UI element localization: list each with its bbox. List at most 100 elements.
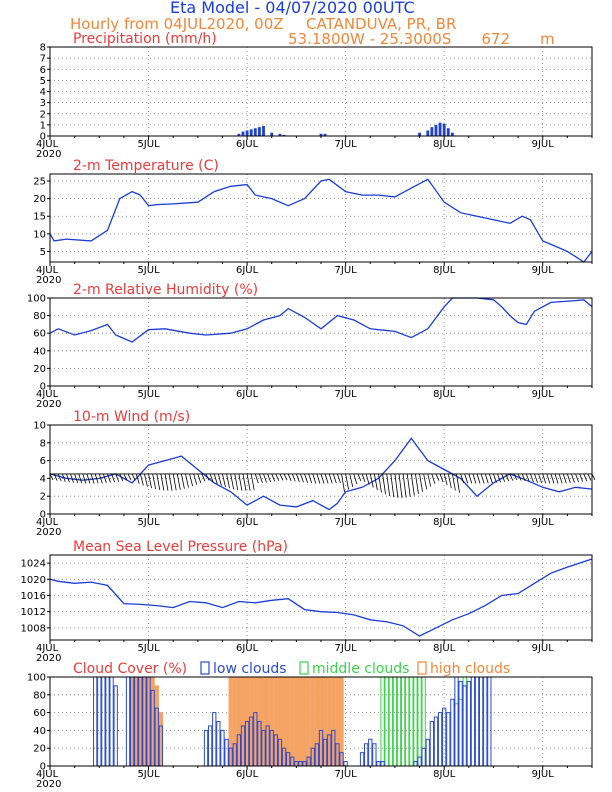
wind-barb — [505, 473, 510, 482]
cloud-bar-low-clouds — [417, 756, 422, 767]
rh-day-label: 5JUL — [137, 389, 160, 400]
cloud-bar-low-clouds — [359, 752, 365, 767]
precip-bar — [241, 131, 245, 136]
wind-barb — [139, 473, 144, 486]
precip-bar — [438, 122, 442, 136]
wind-ytick-label: 8 — [40, 438, 46, 449]
cloud-bar-middle-clouds — [396, 676, 402, 767]
wind-barb — [181, 473, 185, 489]
header-title: Eta Model - 04/07/2020 00UTC — [170, 0, 415, 17]
wind-year-label: 2020 — [36, 527, 61, 538]
wind-barb — [353, 473, 358, 485]
wind-barb — [480, 473, 485, 484]
cloud-bar-low-clouds — [146, 676, 151, 767]
mslp-day-label: 8JUL — [433, 643, 456, 654]
wind-barb — [98, 473, 103, 484]
cloud-bar-low-clouds — [314, 743, 320, 767]
cloud-bar-low-clouds — [142, 676, 147, 767]
cloud-bar-low-clouds — [454, 676, 459, 767]
mslp-title: Mean Sea Level Pressure (hPa) — [73, 539, 288, 555]
cloud-bar-low-clouds — [281, 747, 287, 767]
precip-plot-area — [50, 47, 592, 136]
cloud-day-label: 6JUL — [236, 769, 259, 780]
cloud-bar-low-clouds — [433, 716, 439, 767]
wind-barb — [369, 473, 374, 488]
temp-day-label: 9JUL — [532, 265, 555, 276]
cloud-bar-low-clouds — [368, 738, 373, 767]
wind-barb — [279, 473, 284, 481]
wind-barb — [74, 473, 79, 484]
precip-bar — [442, 123, 446, 136]
cloud-bar-low-clouds — [216, 721, 221, 767]
wind-barb — [538, 473, 543, 484]
precip-bar — [278, 133, 282, 136]
wind-barb — [222, 473, 226, 488]
precip-bar — [249, 129, 253, 136]
temp-line — [49, 178, 593, 263]
cloud-year-label: 2020 — [36, 779, 61, 790]
legend-high-label: high clouds — [430, 661, 510, 677]
wind-barb — [205, 473, 210, 481]
header-subtitle: Hourly from 04JUL2020, 00Z — [70, 15, 284, 33]
precip-ytick-label: 4 — [40, 87, 46, 98]
cloud-bar-low-clouds — [474, 676, 480, 767]
cloud-bar-low-clouds — [228, 747, 233, 767]
wind-barb — [250, 473, 255, 491]
cloud-bar-low-clouds — [290, 756, 295, 767]
cloud-ytick-label: 20 — [33, 744, 46, 755]
legend-middle-label: middle clouds — [312, 661, 409, 677]
cloud-bar-low-clouds — [470, 676, 476, 767]
precip-day-label: 6JUL — [236, 139, 259, 150]
wind-barb — [312, 473, 317, 484]
wind-barb — [382, 473, 386, 495]
wind-barb — [497, 473, 501, 483]
wind-barb — [291, 473, 296, 482]
cloud-ytick-label: 80 — [33, 690, 46, 701]
cloud-bar-low-clouds — [429, 721, 435, 767]
precip-bar — [323, 133, 327, 136]
rh-year-label: 2020 — [36, 399, 61, 410]
precip-ytick-label: 2 — [40, 109, 46, 120]
wind-barb — [242, 473, 247, 491]
wind-day-label: 6JUL — [236, 517, 259, 528]
wind-barb — [456, 473, 460, 493]
cloud-panel: 0 20 40 60 80 100 4JUL 5JUL 6JUL 7JUL 8JUL 9JUL 2020… — [27, 661, 593, 790]
cloud-bar-low-clouds — [331, 729, 336, 767]
cloud-bar-middle-clouds — [384, 676, 389, 767]
wind-day-label: 9JUL — [532, 517, 555, 528]
cloud-bar-low-clouds — [302, 761, 307, 767]
cloud-bar-low-clouds — [244, 721, 250, 767]
header-elevation-unit: m — [540, 30, 555, 48]
cloud-bar-low-clouds — [249, 716, 254, 767]
wind-barb — [275, 473, 280, 482]
cloud-bar-low-clouds — [372, 743, 377, 767]
rh-day-label: 7JUL — [335, 389, 358, 400]
wind-barb — [102, 473, 107, 484]
mslp-year-label: 2020 — [36, 653, 61, 664]
wind-barb — [61, 473, 66, 482]
wind-barb — [410, 473, 415, 496]
temp-panel: 5 10 15 20 25 4JUL 5JUL 6JUL 7JUL 8JUL 9JUL 2020 2-m… — [33, 158, 593, 286]
cloud-bar-low-clouds — [343, 761, 348, 767]
wind-ytick-label: 6 — [40, 456, 46, 467]
cloud-bar-low-clouds — [327, 734, 332, 767]
wind-barb — [168, 473, 173, 491]
cloud-day-label: 8JUL — [433, 769, 456, 780]
wind-ytick-label: 2 — [40, 492, 46, 503]
wind-barb — [144, 473, 148, 487]
precip-bar — [253, 128, 257, 136]
wind-barb — [501, 473, 506, 482]
cloud-bar-low-clouds — [466, 680, 471, 767]
wind-barb — [66, 473, 70, 483]
cloud-bar-low-clouds — [322, 738, 328, 767]
wind-barb — [234, 473, 239, 491]
temp-ytick-label: 15 — [33, 212, 46, 223]
rh-panel: 0 20 40 60 80 100 4JUL 5JUL 6JUL 7JUL 8JUL 9JUL 2020… — [27, 282, 593, 410]
wind-panel: 0 2 4 6 8 10 4JUL 5JUL 6JUL 7JUL 8JUL 9JUL 2020 10-m … — [33, 409, 596, 538]
cloud-bar-low-clouds — [450, 698, 455, 767]
temp-ytick-label: 25 — [33, 177, 46, 188]
mslp-plot-area — [50, 555, 592, 640]
wind-day-label: 7JUL — [335, 517, 358, 528]
wind-barb — [427, 473, 432, 487]
wind-barb — [131, 473, 136, 481]
